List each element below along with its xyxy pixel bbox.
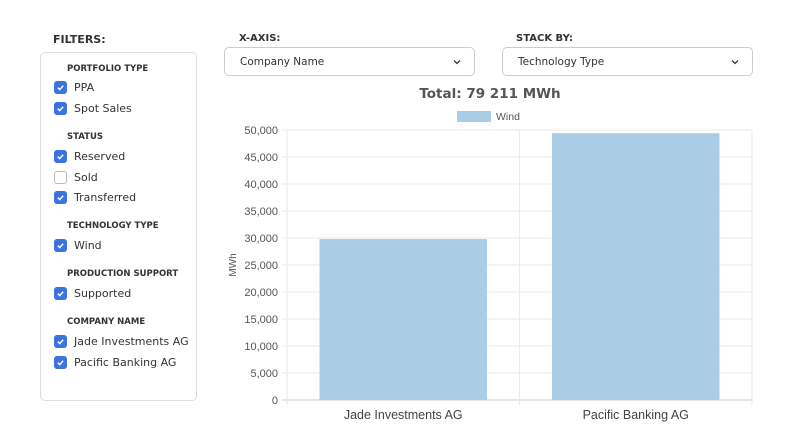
- bar: [552, 133, 720, 400]
- x-axis-label: X-AXIS:: [239, 33, 281, 44]
- checkbox[interactable]: [54, 239, 67, 252]
- filter-checkbox-item[interactable]: Sold: [54, 171, 98, 184]
- filter-checkbox-item[interactable]: Wind: [54, 239, 102, 252]
- filter-checkbox-item[interactable]: Jade Investments AG: [54, 335, 189, 348]
- checkbox[interactable]: [54, 335, 67, 348]
- y-tick-label: 0: [272, 395, 278, 407]
- x-tick-label: Jade Investments AG: [344, 408, 463, 422]
- y-tick-label: 30,000: [244, 233, 278, 245]
- check-icon: [57, 106, 64, 112]
- bar: [319, 239, 487, 400]
- legend-swatch: [457, 111, 491, 122]
- y-tick-label: 35,000: [244, 206, 278, 218]
- filters-title: FILTERS:: [53, 33, 106, 46]
- filter-checkbox-item[interactable]: PPA: [54, 81, 94, 94]
- filter-section-label: PORTFOLIO TYPE: [67, 64, 149, 74]
- check-icon: [57, 339, 64, 345]
- checkbox[interactable]: [54, 356, 67, 369]
- check-icon: [57, 360, 64, 366]
- y-tick-label: 25,000: [244, 260, 278, 272]
- check-icon: [57, 85, 64, 91]
- checkbox[interactable]: [54, 287, 67, 300]
- filter-checkbox-item[interactable]: Transferred: [54, 191, 136, 204]
- checkbox-label: Wind: [74, 239, 102, 252]
- filter-section-label: PRODUCTION SUPPORT: [67, 269, 179, 279]
- stack-by-label: STACK BY:: [516, 33, 574, 44]
- x-axis-value: Company Name: [240, 55, 325, 68]
- stack-by-select[interactable]: Technology Type: [502, 47, 753, 76]
- checkbox[interactable]: [54, 102, 67, 115]
- checkbox-label: Reserved: [74, 150, 126, 163]
- y-tick-label: 40,000: [244, 179, 278, 191]
- checkbox-label: Sold: [74, 171, 98, 184]
- filter-section-label: STATUS: [67, 132, 104, 142]
- chart-title: Total: 79 211 MWh: [419, 86, 561, 102]
- filter-checkbox-item[interactable]: Spot Sales: [54, 102, 132, 115]
- check-icon: [57, 154, 64, 160]
- y-tick-label: 45,000: [244, 152, 278, 164]
- checkbox[interactable]: [54, 171, 67, 184]
- filter-section-label: COMPANY NAME: [67, 317, 146, 327]
- check-icon: [57, 291, 64, 297]
- filter-checkbox-item[interactable]: Pacific Banking AG: [54, 356, 176, 369]
- check-icon: [57, 243, 64, 249]
- chevron-down-icon: [453, 59, 461, 64]
- checkbox[interactable]: [54, 81, 67, 94]
- checkbox[interactable]: [54, 191, 67, 204]
- y-tick-label: 50,000: [244, 125, 278, 137]
- checkbox-label: Jade Investments AG: [74, 335, 189, 348]
- filter-panel: [40, 52, 197, 401]
- x-tick-label: Pacific Banking AG: [583, 408, 689, 422]
- checkbox-label: Pacific Banking AG: [74, 356, 177, 369]
- y-tick-label: 20,000: [244, 287, 278, 299]
- checkbox-label: PPA: [74, 81, 95, 94]
- checkbox[interactable]: [54, 150, 67, 163]
- legend-label: Wind: [496, 111, 520, 123]
- filter-section-label: TECHNOLOGY TYPE: [67, 221, 159, 231]
- filter-checkbox-item[interactable]: Reserved: [54, 150, 125, 163]
- x-axis-select[interactable]: Company Name: [224, 47, 475, 76]
- chevron-down-icon: [731, 59, 739, 64]
- checkbox-label: Supported: [74, 287, 132, 300]
- y-tick-label: 5,000: [250, 368, 278, 380]
- y-tick-label: 15,000: [244, 314, 278, 326]
- filter-checkbox-item[interactable]: Supported: [54, 287, 131, 300]
- check-icon: [57, 195, 64, 201]
- y-tick-label: 10,000: [244, 341, 278, 353]
- y-axis-title: MWh: [228, 253, 239, 276]
- checkbox-label: Transferred: [74, 191, 137, 204]
- checkbox-label: Spot Sales: [74, 102, 132, 115]
- stack-by-value: Technology Type: [518, 55, 605, 68]
